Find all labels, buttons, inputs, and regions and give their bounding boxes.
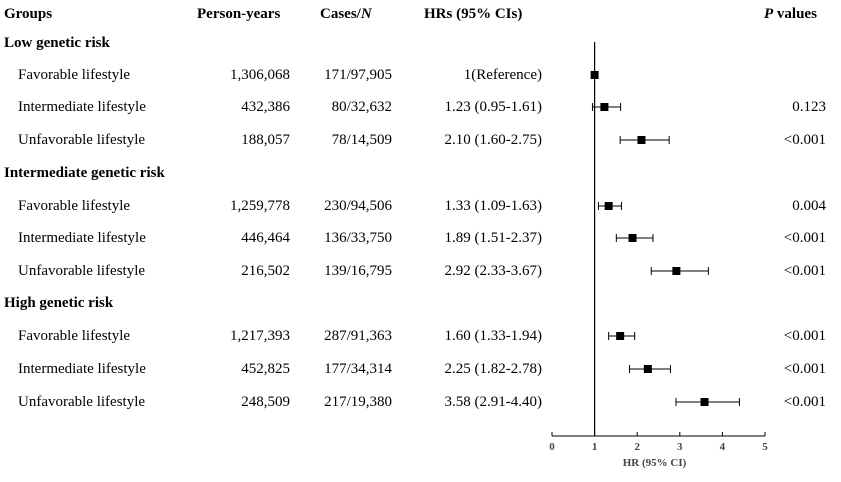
group-title: Low genetic risk [4,35,110,51]
hr-point [590,71,599,79]
row-cases: 139/16,795 [324,263,392,279]
row-person-years: 1,217,393 [230,328,290,344]
row-person-years: 1,306,068 [230,67,290,83]
table-row: Unfavorable lifestyle 216,502 139/16,795… [0,259,841,283]
row-cases: 177/34,314 [324,361,392,377]
row-label: Intermediate lifestyle [18,361,146,377]
row-cases: 136/33,750 [324,230,392,246]
row-label: Unfavorable lifestyle [18,394,146,410]
row-p-value: <0.001 [783,230,826,246]
header-hrs: HRs (95% CIs) [424,6,523,22]
row-label: Intermediate lifestyle [18,230,146,246]
x-tick-label: 4 [720,441,726,453]
group-title: Intermediate genetic risk [4,165,165,181]
row-p-value: 0.123 [792,99,826,115]
header-groups: Groups [4,6,53,22]
group-row: Intermediate genetic risk [0,161,841,185]
row-hr: 1(Reference) [463,67,542,83]
row-person-years: 248,509 [241,394,290,410]
row-p-value: 0.004 [792,198,826,214]
row-p-value: <0.001 [783,328,826,344]
row-label: Favorable lifestyle [18,198,131,214]
row-label: Unfavorable lifestyle [18,132,146,148]
hr-point [672,267,681,275]
row-hr: 2.10 (1.60-2.75) [444,132,543,148]
row-label: Intermediate lifestyle [18,99,146,115]
row-p-value: <0.001 [783,361,826,377]
row-p-value: <0.001 [783,263,826,279]
row-p-value: <0.001 [783,394,826,410]
table-row: Intermediate lifestyle 446,464 136/33,75… [0,226,841,250]
row-person-years: 446,464 [241,230,290,246]
group-row: Low genetic risk [0,31,841,55]
header-cases: Cases/N [320,6,372,23]
hr-point [643,365,652,373]
row-hr: 1.33 (1.09-1.63) [444,198,543,214]
x-tick-label: 3 [677,441,683,453]
header-p-italic: P [764,6,774,22]
row-label: Unfavorable lifestyle [18,263,146,279]
row-hr: 2.92 (2.33-3.67) [444,263,543,279]
row-person-years: 188,057 [241,132,290,148]
row-hr: 2.25 (1.82-2.78) [444,361,543,377]
header-cases-prefix: Cases/ [320,6,361,22]
hr-point [616,332,625,340]
row-cases: 171/97,905 [324,67,392,83]
row-label: Favorable lifestyle [18,67,131,83]
header-p-rest: values [773,6,817,22]
row-label: Favorable lifestyle [18,328,131,344]
row-cases: 230/94,506 [324,198,392,214]
row-hr: 1.60 (1.33-1.94) [444,328,543,344]
hr-point [700,398,709,406]
row-cases: 217/19,380 [324,394,392,410]
table-row: Favorable lifestyle 1,217,393 287/91,363… [0,324,841,348]
row-cases: 80/32,632 [331,99,392,115]
header-cases-n: N [360,6,372,22]
table-row: Intermediate lifestyle 452,825 177/34,31… [0,357,841,381]
header-p-values: P values [764,6,817,23]
row-hr: 3.58 (2.91-4.40) [444,394,543,410]
table-row: Unfavorable lifestyle 248,509 217/19,380… [0,390,841,414]
table-row: Favorable lifestyle 1,306,068 171/97,905… [0,63,841,87]
row-cases: 287/91,363 [324,328,392,344]
header-person-years: Person-years [197,6,281,22]
row-hr: 1.89 (1.51-2.37) [444,230,543,246]
group-row: High genetic risk [0,291,841,315]
x-tick-label: 0 [549,441,555,453]
row-cases: 78/14,509 [331,132,392,148]
table-row: Unfavorable lifestyle 188,057 78/14,509 … [0,128,841,152]
hr-point [637,136,646,144]
hr-point [628,234,637,242]
hr-point [604,202,613,210]
x-tick-label: 1 [592,441,598,453]
row-person-years: 452,825 [241,361,290,377]
x-axis-title: HR (95% CI) [623,457,687,469]
group-title: High genetic risk [4,295,114,311]
row-person-years: 432,386 [241,99,290,115]
x-tick-label: 2 [634,441,640,453]
x-tick-label: 5 [762,441,768,453]
table-row: Favorable lifestyle 1,259,778 230/94,506… [0,194,841,218]
table-row: Intermediate lifestyle 432,386 80/32,632… [0,95,841,119]
row-person-years: 216,502 [241,263,290,279]
row-p-value: <0.001 [783,132,826,148]
row-hr: 1.23 (0.95-1.61) [444,99,543,115]
row-person-years: 1,259,778 [230,198,290,214]
hr-point [600,103,609,111]
